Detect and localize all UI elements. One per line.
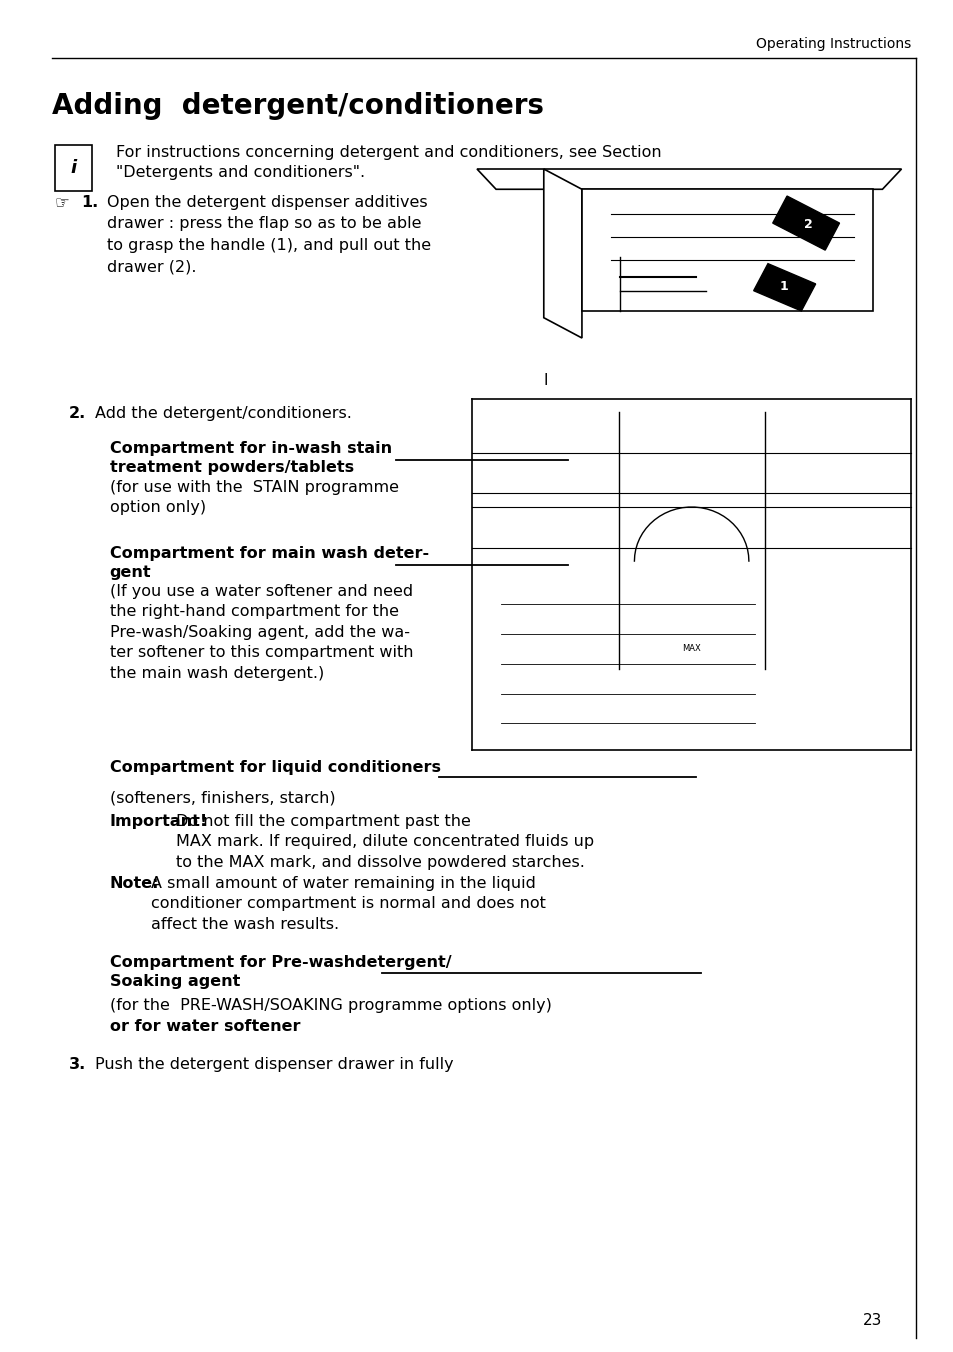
Text: Important!: Important! bbox=[110, 814, 208, 829]
Text: Compartment for in-wash stain
treatment powders/tablets: Compartment for in-wash stain treatment … bbox=[110, 441, 392, 475]
Bar bbox=[55, 145, 91, 191]
Text: 2.: 2. bbox=[69, 406, 86, 420]
Polygon shape bbox=[772, 196, 839, 250]
Text: Compartment for liquid conditioners: Compartment for liquid conditioners bbox=[110, 760, 440, 775]
Text: 23: 23 bbox=[862, 1313, 882, 1328]
Text: Push the detergent dispenser drawer in fully: Push the detergent dispenser drawer in f… bbox=[95, 1057, 454, 1072]
Text: Add the detergent/conditioners.: Add the detergent/conditioners. bbox=[95, 406, 352, 420]
Text: Adding  detergent/conditioners: Adding detergent/conditioners bbox=[52, 92, 544, 120]
Text: Note:: Note: bbox=[110, 876, 159, 891]
Text: Compartment for Pre-washdetergent/
Soaking agent: Compartment for Pre-washdetergent/ Soaki… bbox=[110, 955, 451, 988]
Text: I: I bbox=[542, 373, 547, 388]
Text: For instructions concerning detergent and conditioners, see Section
"Detergents : For instructions concerning detergent an… bbox=[116, 145, 661, 180]
Text: 3.: 3. bbox=[69, 1057, 86, 1072]
Text: (If you use a water softener and need
the right-hand compartment for the
Pre-was: (If you use a water softener and need th… bbox=[110, 584, 413, 680]
Text: Do not fill the compartment past the
MAX mark. If required, dilute concentrated : Do not fill the compartment past the MAX… bbox=[176, 814, 594, 869]
Text: i: i bbox=[71, 158, 76, 177]
Text: Open the detergent dispenser additives
drawer : press the flap so as to be able
: Open the detergent dispenser additives d… bbox=[107, 195, 431, 274]
Text: 2: 2 bbox=[802, 218, 812, 231]
Text: Operating Instructions: Operating Instructions bbox=[755, 38, 910, 51]
Polygon shape bbox=[753, 264, 815, 311]
Text: (for the  PRE-WASH/SOAKING programme options only): (for the PRE-WASH/SOAKING programme opti… bbox=[110, 998, 551, 1013]
Text: 1.: 1. bbox=[81, 195, 98, 210]
Text: Compartment for main wash deter-
gent: Compartment for main wash deter- gent bbox=[110, 546, 429, 580]
Text: (for use with the  STAIN programme
option only): (for use with the STAIN programme option… bbox=[110, 480, 398, 515]
Polygon shape bbox=[581, 189, 872, 311]
Text: or for water softener: or for water softener bbox=[110, 1019, 300, 1034]
Text: 1: 1 bbox=[779, 280, 788, 293]
Text: MAX: MAX bbox=[681, 645, 700, 653]
Text: (softeners, finishers, starch): (softeners, finishers, starch) bbox=[110, 791, 335, 806]
Polygon shape bbox=[543, 169, 581, 338]
Text: ☞: ☞ bbox=[54, 195, 70, 212]
Polygon shape bbox=[476, 169, 901, 189]
Text: A small amount of water remaining in the liquid
conditioner compartment is norma: A small amount of water remaining in the… bbox=[151, 876, 545, 932]
